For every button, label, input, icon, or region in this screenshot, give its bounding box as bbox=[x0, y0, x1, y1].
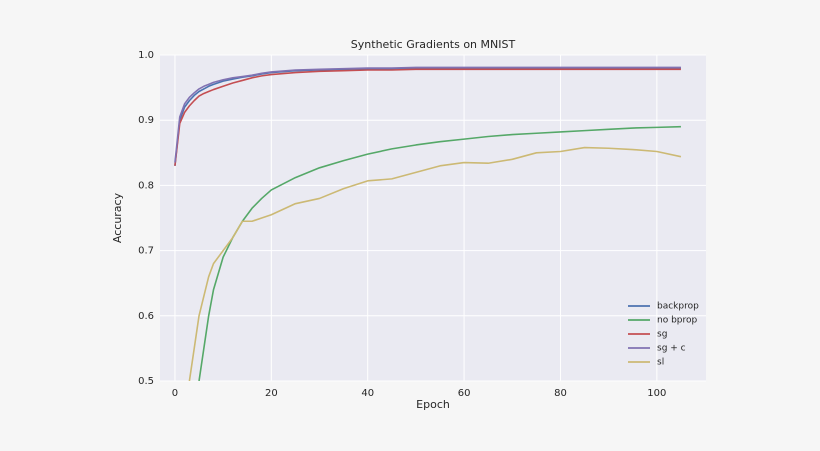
y-tick-label: 1.0 bbox=[138, 50, 154, 61]
y-tick-label: 0.8 bbox=[138, 180, 154, 191]
x-tick-label: 60 bbox=[458, 388, 471, 399]
y-tick-label: 0.6 bbox=[138, 311, 154, 322]
legend-label: sg bbox=[657, 330, 667, 340]
x-tick-label: 40 bbox=[361, 388, 374, 399]
x-tick-label: 100 bbox=[647, 388, 666, 399]
x-tick-label: 80 bbox=[554, 388, 567, 399]
lines bbox=[174, 66, 682, 381]
legend: backprop no bprop sg sg + c sl bbox=[628, 302, 699, 368]
x-axis-label: Epoch bbox=[416, 398, 450, 411]
plot-area bbox=[160, 55, 706, 381]
series-line bbox=[188, 146, 682, 381]
series-line bbox=[174, 68, 681, 166]
x-tick-label: 0 bbox=[172, 388, 178, 399]
y-axis-label: Accuracy bbox=[111, 192, 124, 243]
legend-label: sg + c bbox=[657, 344, 686, 354]
chart-title: Synthetic Gradients on MNIST bbox=[351, 38, 516, 51]
legend-label: backprop bbox=[657, 302, 699, 312]
y-tick-label: 0.5 bbox=[138, 376, 154, 387]
series-line bbox=[174, 66, 681, 163]
grid bbox=[160, 54, 706, 382]
y-tick-label: 0.7 bbox=[138, 246, 154, 257]
series-line bbox=[198, 125, 681, 381]
legend-label: no bprop bbox=[657, 316, 698, 326]
y-tick-label: 0.9 bbox=[138, 115, 154, 126]
x-tick-label: 20 bbox=[265, 388, 278, 399]
legend-label: sl bbox=[657, 358, 664, 368]
